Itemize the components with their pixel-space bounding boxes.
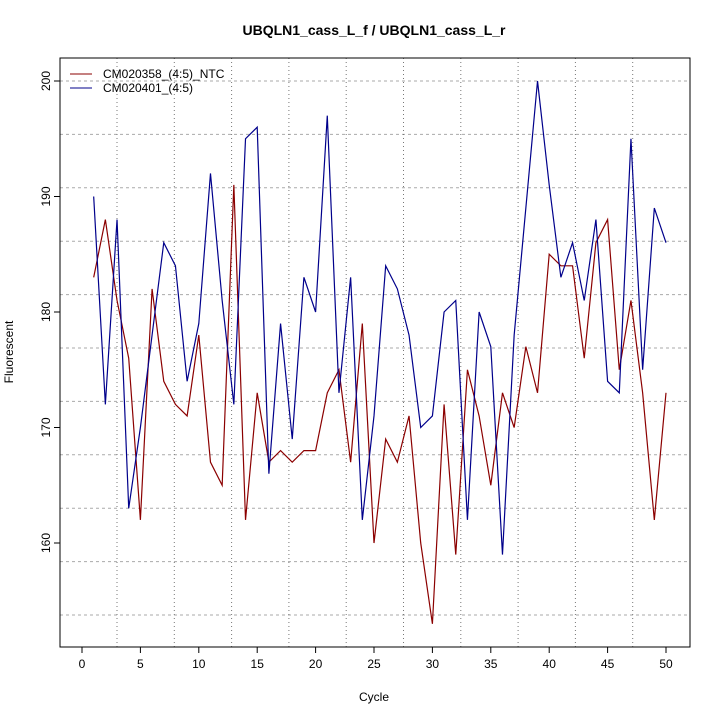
- grid: [60, 58, 691, 647]
- plot-border: [59, 57, 691, 648]
- x-tick-label: 35: [484, 657, 498, 671]
- x-tick-label: 30: [426, 657, 440, 671]
- y-tick-label: 200: [39, 71, 53, 91]
- legend-label-0: CM020358_(4:5)_NTC: [103, 67, 225, 81]
- series-lines: [93, 80, 667, 624]
- x-tick-label: 20: [309, 657, 323, 671]
- x-tick-label: 45: [601, 657, 615, 671]
- x-tick-label: 0: [79, 657, 86, 671]
- y-tick-label: 170: [39, 417, 53, 437]
- y-tick-label: 180: [39, 302, 53, 322]
- y-axis-label: Fluorescent: [2, 320, 16, 383]
- series-line-0: [93, 184, 667, 624]
- legend-label-1: CM020401_(4:5): [103, 81, 193, 95]
- x-tick-label: 15: [251, 657, 265, 671]
- x-tick-label: 5: [137, 657, 144, 671]
- x-axis-label: Cycle: [359, 690, 389, 704]
- x-tick-label: 10: [192, 657, 206, 671]
- y-tick-label: 160: [39, 533, 53, 553]
- axes: 0 5 10 15 20 25 30 35 40 45 50 160 170 180 190 200: [39, 71, 673, 671]
- x-tick-label: 25: [367, 657, 381, 671]
- series-line-1: [93, 80, 667, 555]
- x-tick-label: 40: [543, 657, 557, 671]
- x-tick-label: 50: [659, 657, 673, 671]
- y-tick-label: 190: [39, 186, 53, 206]
- chart-title: UBQLN1_cass_L_f / UBQLN1_cass_L_r: [242, 22, 506, 38]
- legend: CM020358_(4:5)_NTC CM020401_(4:5): [70, 67, 225, 95]
